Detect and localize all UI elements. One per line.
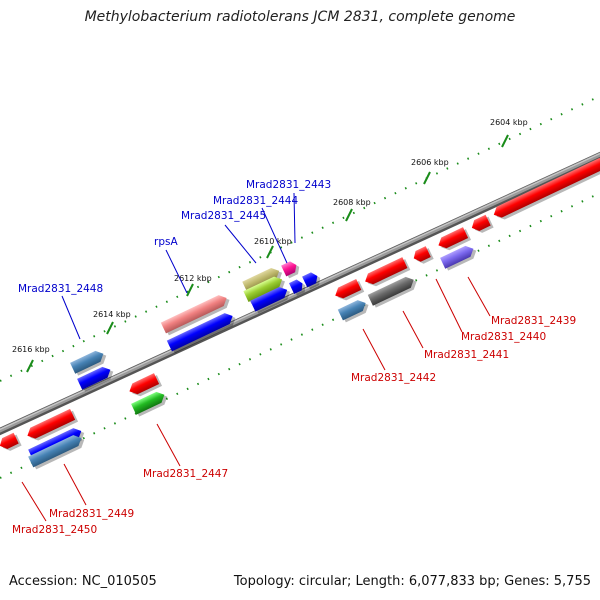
- gene-label-mrad2831-2447[interactable]: Mrad2831_2447: [143, 468, 228, 480]
- gene-mrad2831-2449-b[interactable]: [28, 432, 87, 470]
- topology-text: Topology: circular; Length: 6,077,833 bp…: [233, 574, 591, 589]
- gene-mrad2831-2447-a[interactable]: [127, 372, 163, 399]
- gene-mrad2831-2441-b[interactable]: [363, 256, 411, 289]
- kbp-tick: [106, 321, 114, 335]
- gene-mrad2831-2445-d[interactable]: [250, 284, 292, 315]
- accession-text: Accession: NC_010505: [9, 574, 157, 589]
- gene-label-mrad2831-2441[interactable]: Mrad2831_2441: [424, 349, 509, 361]
- gene-label-mrad2831-2448[interactable]: Mrad2831_2448: [18, 283, 103, 295]
- gene-mrad2831-2448-b[interactable]: [77, 364, 116, 393]
- gene-mrad2831-2447[interactable]: [131, 389, 170, 418]
- ruler-label-2604: 2604 kbp: [490, 118, 528, 127]
- gene-mrad2831-2449-top[interactable]: [25, 408, 79, 444]
- kbp-tick: [345, 208, 353, 222]
- gene-mrad2831-2448[interactable]: [70, 348, 109, 377]
- kbp-tick: [266, 245, 274, 259]
- gene-label-mrad2831-2444[interactable]: Mrad2831_2444: [213, 195, 298, 207]
- gene-mrad2831-2443[interactable]: [302, 270, 323, 290]
- label-leader-lines: [21, 192, 491, 522]
- gene-label-mrad2831-2449[interactable]: Mrad2831_2449: [49, 508, 134, 520]
- kbp-tick: [186, 283, 194, 297]
- ruler-label-2616: 2616 kbp: [12, 345, 50, 354]
- gene-mrad2831-2441[interactable]: [411, 245, 434, 266]
- kbp-tick: [423, 171, 431, 185]
- gene-mrad2831-2445-c[interactable]: [243, 273, 287, 304]
- ruler-label-2612: 2612 kbp: [174, 274, 212, 283]
- gene-mrad2831-2439-a[interactable]: [469, 214, 494, 236]
- kbp-tick: [501, 134, 509, 148]
- ruler-label-2608: 2608 kbp: [333, 198, 371, 207]
- ruler-label-2610: 2610 kbp: [254, 237, 292, 246]
- gene-label-mrad2831-2445[interactable]: Mrad2831_2445: [181, 210, 266, 222]
- map-title: Methylobacterium radiotolerans JCM 2831,…: [84, 9, 516, 25]
- gene-mrad2831-2440[interactable]: [436, 226, 472, 253]
- gene-mrad2831-2439[interactable]: [440, 243, 479, 272]
- gene-mrad2831-2442[interactable]: [337, 297, 371, 323]
- gene-label-mrad2831-2442[interactable]: Mrad2831_2442: [351, 372, 436, 384]
- gene-mrad2831-2445-a[interactable]: [281, 259, 302, 279]
- ruler-label-2606: 2606 kbp: [411, 158, 449, 167]
- gene-label-mrad2831-2440[interactable]: Mrad2831_2440: [461, 331, 546, 343]
- genome-backbone: [0, 151, 600, 436]
- kbp-ticks: [26, 134, 509, 373]
- gene-label-mrad2831-2450[interactable]: Mrad2831_2450: [12, 524, 97, 536]
- ruler-label-2614: 2614 kbp: [93, 310, 131, 319]
- gene-features: [0, 157, 600, 470]
- gene-mrad2831-2442-a[interactable]: [367, 274, 419, 309]
- gene-mrad2831-2438[interactable]: [491, 157, 600, 223]
- gene-mrad2831-2444[interactable]: [289, 277, 308, 296]
- gene-rpsa[interactable]: [160, 292, 232, 336]
- gene-label-mrad2831-2443[interactable]: Mrad2831_2443: [246, 179, 331, 191]
- kbp-tick: [26, 359, 34, 373]
- gene-mrad2831-2450-top[interactable]: [0, 432, 22, 454]
- gene-label-rpsa[interactable]: rpsA: [154, 236, 178, 248]
- gene-label-mrad2831-2439[interactable]: Mrad2831_2439: [491, 315, 576, 327]
- gene-mrad2831-2442-b[interactable]: [333, 278, 365, 303]
- gene-mrad2831-2446[interactable]: [166, 310, 238, 354]
